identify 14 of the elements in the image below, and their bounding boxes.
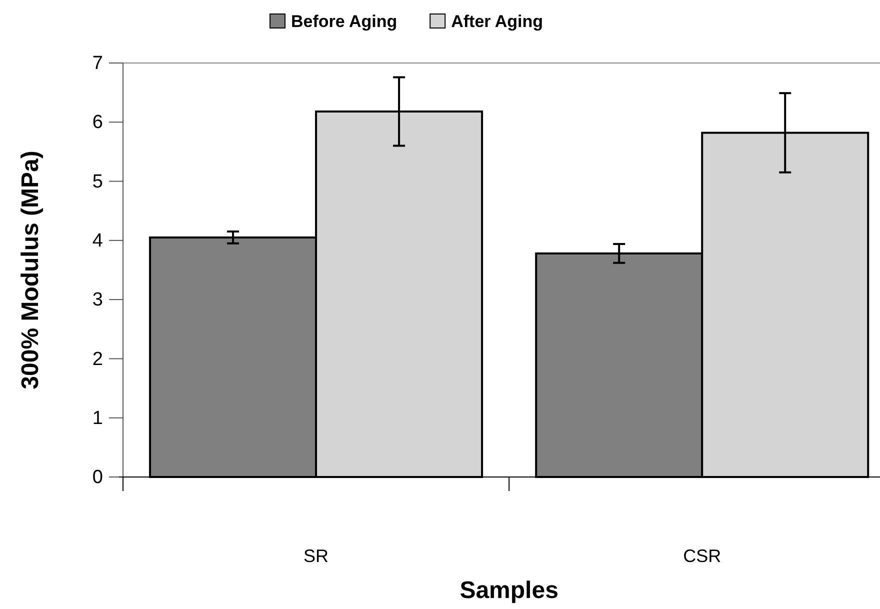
y-tick-label: 7 [92, 53, 103, 74]
y-axis-title: 300% Modulus (MPa) [17, 150, 44, 390]
y-tick-label: 5 [92, 171, 103, 192]
x-axis-title: Samples [460, 577, 558, 604]
x-tick-label: SR [304, 546, 329, 566]
y-tick-label: 3 [92, 290, 103, 311]
legend-label: Before Aging [291, 12, 398, 31]
y-tick-label: 6 [92, 112, 103, 134]
y-tick-label: 4 [92, 230, 104, 252]
legend-label: After Aging [451, 12, 544, 31]
y-tick-label: 0 [92, 467, 103, 488]
x-tick-label: CSR [683, 546, 722, 566]
y-tick-label: 2 [92, 348, 103, 370]
y-tick-label: 1 [92, 408, 103, 429]
